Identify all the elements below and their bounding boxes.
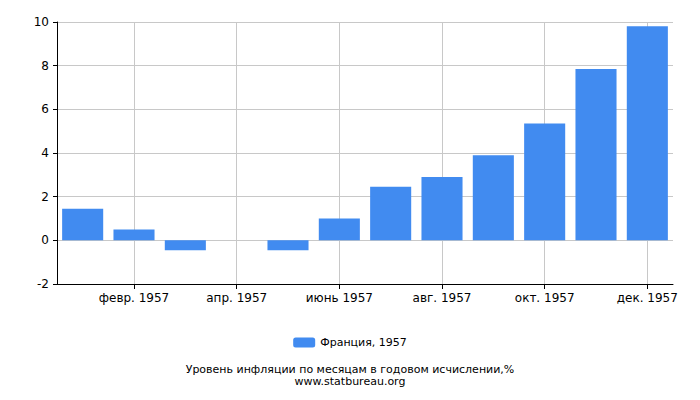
svg-text:2: 2 xyxy=(41,190,49,204)
svg-text:0: 0 xyxy=(41,233,49,247)
svg-text:окт. 1957: окт. 1957 xyxy=(515,291,575,305)
svg-text:www.statbureau.org: www.statbureau.org xyxy=(295,375,406,388)
svg-text:-2: -2 xyxy=(37,277,49,291)
svg-text:10: 10 xyxy=(34,15,49,29)
svg-text:февр. 1957: февр. 1957 xyxy=(99,291,170,305)
svg-text:8: 8 xyxy=(41,59,49,73)
svg-text:4: 4 xyxy=(41,146,49,160)
svg-text:апр. 1957: апр. 1957 xyxy=(206,291,267,305)
svg-text:авг. 1957: авг. 1957 xyxy=(413,291,472,305)
svg-text:Франция, 1957: Франция, 1957 xyxy=(320,336,407,349)
svg-text:Уровень инфляции по месяцам в: Уровень инфляции по месяцам в годовом ис… xyxy=(185,363,515,376)
svg-text:6: 6 xyxy=(41,102,49,116)
svg-text:дек. 1957: дек. 1957 xyxy=(617,291,678,305)
svg-text:июнь 1957: июнь 1957 xyxy=(306,291,373,305)
